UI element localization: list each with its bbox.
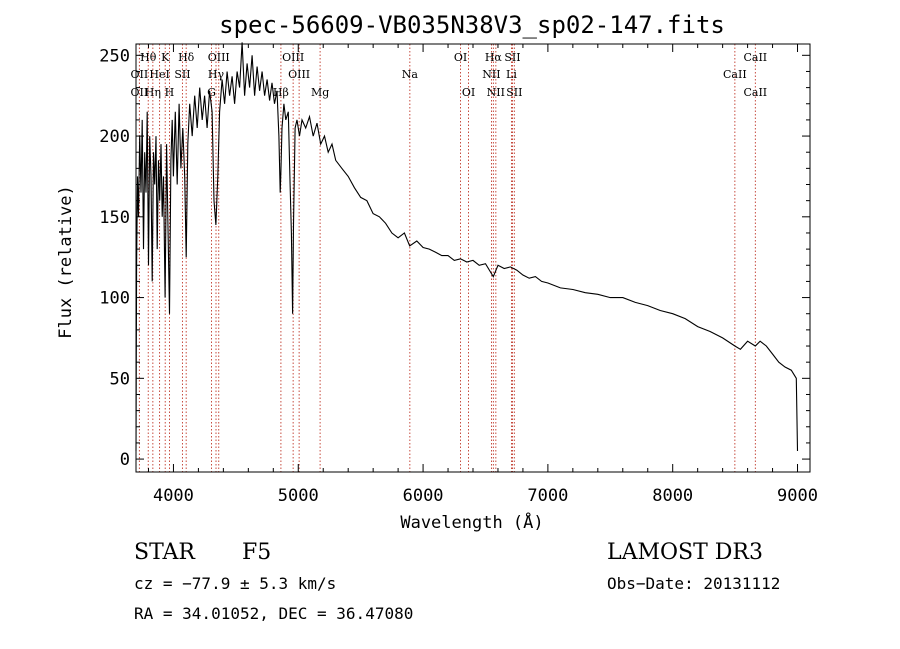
line-label-hθ: Hθ xyxy=(140,51,157,64)
x-tick-label: 4000 xyxy=(153,486,194,506)
line-label-oiii: OIII xyxy=(282,51,304,64)
line-label-caii: CaII xyxy=(723,68,747,81)
line-label-li: Li xyxy=(506,68,517,81)
line-label-k: K xyxy=(161,51,170,64)
ra-dec-coordinates: RA = 34.01052, DEC = 36.47080 xyxy=(134,604,413,623)
x-tick-label: 8000 xyxy=(652,486,693,506)
y-tick-label: 0 xyxy=(120,450,130,470)
x-tick-label: 5000 xyxy=(278,486,319,506)
line-label-sii: SII xyxy=(504,51,520,64)
object-class: STAR xyxy=(134,540,196,565)
plot-frame xyxy=(135,43,811,473)
y-tick-label: 100 xyxy=(99,289,130,309)
line-label-hei: HeI xyxy=(149,68,169,81)
line-label-oii: OII xyxy=(131,86,149,99)
x-tick-label: 6000 xyxy=(403,486,444,506)
line-label-oiii: OIII xyxy=(208,51,230,64)
line-label-caii: CaII xyxy=(743,51,767,64)
line-label-oiii: OIII xyxy=(288,68,310,81)
x-tick-label: 7000 xyxy=(527,486,568,506)
y-axis-label: Flux (relative) xyxy=(56,185,76,339)
line-label-h: H xyxy=(165,86,175,99)
line-label-hα: Hα xyxy=(485,51,503,64)
x-tick-label: 9000 xyxy=(777,486,818,506)
x-axis-ticks: 4000 5000 6000 7000 8000 9000 xyxy=(147,44,818,506)
line-label-sii: SII xyxy=(506,86,522,99)
line-label-na: Na xyxy=(402,68,419,81)
line-label-oii: OII xyxy=(131,68,149,81)
line-label-hη: Hη xyxy=(145,86,161,99)
line-label-oi: OI xyxy=(454,51,467,64)
object-subclass: F5 xyxy=(242,540,271,565)
line-label-hδ: Hδ xyxy=(178,51,195,64)
x-axis-label: Wavelength (Å) xyxy=(400,511,543,533)
redshift-cz: cz = −77.9 ± 5.3 km/s xyxy=(134,574,336,593)
line-label-nii: NII xyxy=(487,86,505,99)
y-axis-ticks: 0 50 100 150 200 250 xyxy=(99,46,810,470)
line-label-mg: Mg xyxy=(311,86,329,99)
line-label-nii: NII xyxy=(482,68,500,81)
line-label-oi: OI xyxy=(462,86,475,99)
line-label-hγ: Hγ xyxy=(208,68,225,81)
y-tick-label: 50 xyxy=(110,369,130,389)
spectral-line-markers xyxy=(138,44,756,472)
line-label-g: G xyxy=(207,86,216,99)
y-tick-label: 150 xyxy=(99,208,130,228)
y-tick-label: 200 xyxy=(99,127,130,147)
y-tick-label: 250 xyxy=(99,46,130,66)
flux-series-line xyxy=(135,42,799,452)
line-label-caii: CaII xyxy=(743,86,767,99)
chart-title: spec-56609-VB035N38V3_sp02-147.fits xyxy=(219,11,725,39)
observation-date: Obs−Date: 20131112 xyxy=(607,574,780,593)
line-label-sii: SII xyxy=(174,68,190,81)
survey-name: LAMOST DR3 xyxy=(607,540,763,565)
